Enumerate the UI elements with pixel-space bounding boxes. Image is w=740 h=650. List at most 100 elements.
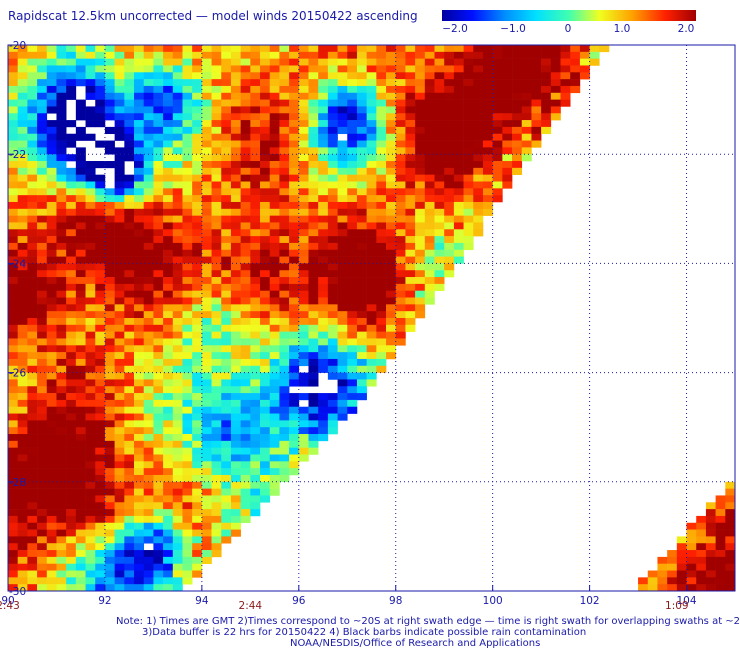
heatmap-cell [66,270,77,278]
heatmap-cell [114,570,125,578]
heatmap-cell [230,413,241,421]
heatmap-cell [66,242,77,251]
heatmap-cell [279,311,290,319]
heatmap-cell [211,249,222,257]
heatmap-cell [201,126,212,135]
heatmap-cell [347,318,358,326]
heatmap-cell [318,406,329,414]
heatmap-cell [279,352,290,360]
heatmap-cell [27,92,38,100]
heatmap-cell [366,147,377,155]
heatmap-cell [269,147,280,155]
heatmap-cell [104,345,115,353]
heatmap-cell [424,283,435,292]
heatmap-cell [298,454,309,462]
heatmap-cell [172,92,183,100]
heatmap-cell [8,447,18,455]
heatmap-cell [240,413,251,421]
heatmap-cell [521,92,532,100]
heatmap-cell [192,427,203,435]
heatmap-cell [95,536,106,544]
heatmap-cell [153,222,164,230]
heatmap-cell [434,242,445,251]
heatmap-cell [192,290,203,298]
heatmap-cell [201,352,212,360]
heatmap-cell [434,106,445,114]
heatmap-cell [95,215,106,223]
heatmap-cell [356,208,367,216]
heatmap-cell [405,174,416,182]
heatmap-cell [8,522,18,530]
heatmap-cell [75,290,86,298]
heatmap-cell [405,201,416,210]
heatmap-cell [75,113,86,121]
heatmap-cell [240,331,251,339]
heatmap-cell [37,79,48,87]
heatmap-cell [66,393,77,401]
heatmap-cell [482,188,493,196]
heatmap-cell [415,236,426,244]
heatmap-cell [250,297,261,305]
heatmap-cell [705,529,716,537]
heatmap-cell [279,208,290,216]
heatmap-cell [153,126,164,135]
x-tick-label: 98 [389,595,402,607]
heatmap-cell [686,550,697,558]
heatmap-cell [27,106,38,114]
heatmap-cell [230,147,241,155]
heatmap-cell [27,324,38,332]
heatmap-cell [8,577,18,585]
heatmap-cell [114,79,125,87]
heatmap-cell [114,427,125,435]
heatmap-cell [298,99,309,107]
heatmap-cell [434,270,445,278]
heatmap-cell [56,324,67,332]
heatmap-cell [134,399,144,408]
heatmap-cell [124,577,135,585]
heatmap-cell [124,406,135,414]
heatmap-cell [473,147,484,155]
heatmap-cell [85,51,96,59]
heatmap-cell [453,215,464,223]
heatmap-cell [163,584,174,592]
heatmap-cell [124,474,135,483]
heatmap-cell [17,92,28,100]
heatmap-cell [143,208,154,216]
heatmap-cell [46,249,57,257]
heatmap-cell [579,65,590,73]
heatmap-cell [221,413,232,421]
heatmap-cell [75,434,86,442]
heatmap-cell [37,58,48,66]
heatmap-cell [56,208,67,216]
heatmap-cell [27,399,38,408]
heatmap-cell [172,79,183,87]
heatmap-cell [395,120,406,128]
heatmap-cell [143,167,154,175]
heatmap-cell [104,372,115,380]
heatmap-cell [211,277,222,285]
heatmap-cell [434,215,445,223]
heatmap-cell [550,58,561,66]
heatmap-cell [260,434,271,442]
heatmap-cell [250,474,261,483]
heatmap-cell [192,406,203,414]
heatmap-cell [289,434,300,442]
heatmap-cell [473,181,484,189]
heatmap-cell [124,215,135,223]
heatmap-cell [424,201,435,210]
heatmap-cell [395,51,406,59]
heatmap-cell [192,345,203,353]
heatmap-cell [56,283,67,292]
heatmap-cell [260,113,271,121]
heatmap-cell [172,236,183,244]
heatmap-cell [492,51,503,59]
heatmap-cell [56,79,67,87]
heatmap-cell [17,133,28,141]
heatmap-cell [182,72,193,80]
heatmap-cell [66,120,77,128]
heatmap-cell [289,277,300,285]
heatmap-cell [308,140,319,148]
heatmap-cell [269,331,280,339]
heatmap-cell [46,481,57,489]
heatmap-cell [95,249,106,257]
